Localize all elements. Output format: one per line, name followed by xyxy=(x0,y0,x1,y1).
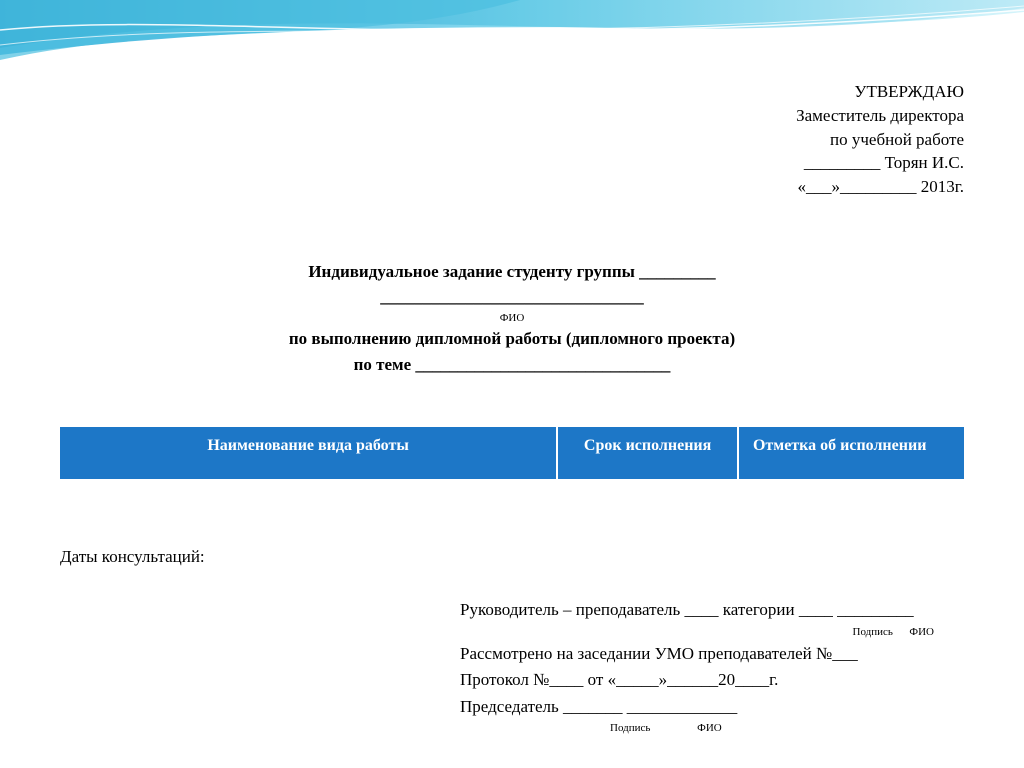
fio-label: ФИО xyxy=(60,310,964,327)
approval-line: _________ Торян И.С. xyxy=(60,151,964,175)
title-line: по выполнению дипломной работы (дипломно… xyxy=(60,326,964,352)
signature-line: Председатель _______ _____________ xyxy=(460,694,964,720)
approval-line: по учебной работе xyxy=(60,128,964,152)
table-header-cell: Срок исполнения xyxy=(557,427,738,479)
signature-line: Рассмотрено на заседании УМО преподавате… xyxy=(460,641,964,667)
table-header-cell: Отметка об исполнении xyxy=(738,427,964,479)
signature-line: Протокол №____ от «_____»______20____г. xyxy=(460,667,964,693)
title-line: _______________________________ xyxy=(60,284,964,310)
signature-hint: Подпись ФИО xyxy=(460,720,964,737)
title-line: Индивидуальное задание студенту группы _… xyxy=(60,259,964,285)
table-header-cell: Наименование вида работы xyxy=(60,427,557,479)
title-line: по теме ______________________________ xyxy=(60,352,964,378)
consultation-dates: Даты консультаций: xyxy=(60,547,964,567)
table-row xyxy=(60,479,964,507)
approval-line: Заместитель директора xyxy=(60,104,964,128)
signature-hint: Подпись ФИО xyxy=(460,624,964,641)
title-block: Индивидуальное задание студенту группы _… xyxy=(60,259,964,378)
work-table: Наименование вида работы Срок исполнения… xyxy=(60,427,964,507)
approval-block: УТВЕРЖДАЮ Заместитель директора по учебн… xyxy=(60,80,964,199)
signatures-block: Руководитель – преподаватель ____ катего… xyxy=(460,597,964,736)
approval-line: УТВЕРЖДАЮ xyxy=(60,80,964,104)
approval-line: «___»_________ 2013г. xyxy=(60,175,964,199)
table-header-row: Наименование вида работы Срок исполнения… xyxy=(60,427,964,479)
signature-line: Руководитель – преподаватель ____ катего… xyxy=(460,597,964,623)
document-body: УТВЕРЖДАЮ Заместитель директора по учебн… xyxy=(0,0,1024,768)
